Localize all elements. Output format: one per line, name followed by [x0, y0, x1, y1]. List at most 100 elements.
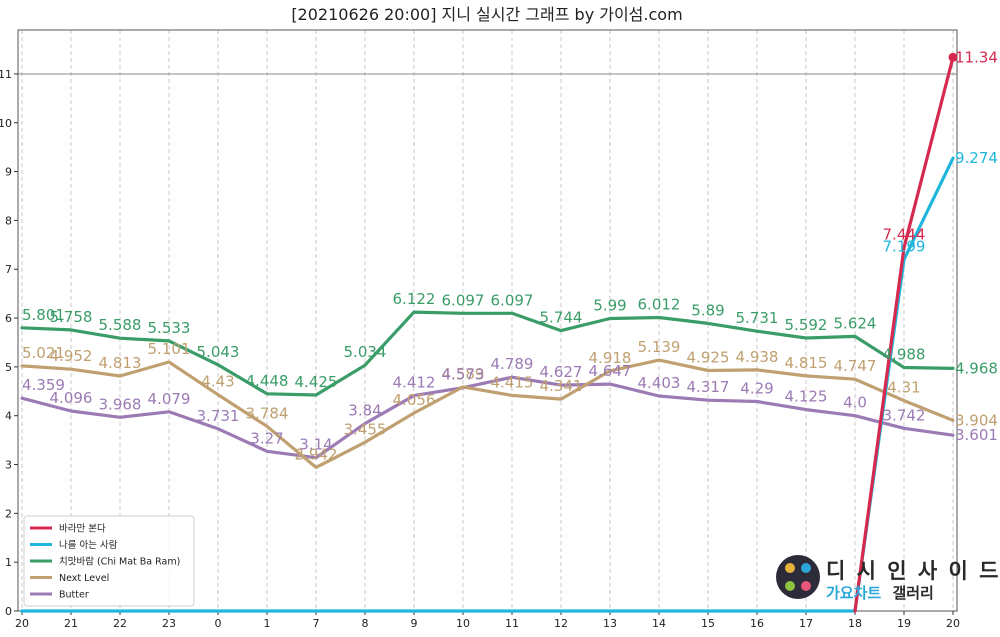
- data-label: 6.097: [491, 291, 534, 309]
- data-label: 4.448: [246, 372, 289, 390]
- series-line-0: [853, 55, 955, 613]
- y-tick-label: 4: [5, 410, 12, 423]
- series-line-2: [20, 310, 955, 397]
- data-label: 11.34: [955, 48, 998, 66]
- data-label: 3.14: [299, 436, 332, 454]
- y-tick-label: 7: [5, 263, 12, 276]
- legend-label: Next Level: [59, 573, 109, 584]
- data-label: 4.589: [442, 365, 485, 383]
- x-tick-label: 1: [264, 617, 271, 630]
- data-label: 5.139: [638, 338, 681, 356]
- watermark-logo-dot: [785, 581, 795, 591]
- data-label: 4.415: [491, 373, 534, 391]
- watermark-line2b: 갤러리: [892, 584, 933, 602]
- x-tick-label: 21: [64, 617, 78, 630]
- series-line-3: [20, 358, 955, 469]
- data-label: 3.784: [246, 404, 289, 422]
- x-tick-label: 10: [456, 617, 470, 630]
- series-endpoint-0: [948, 52, 958, 62]
- data-label: 4.627: [540, 363, 583, 381]
- y-tick-label: 0: [5, 605, 12, 618]
- data-label: 5.99: [593, 297, 626, 315]
- x-tick-label: 0: [215, 617, 222, 630]
- series-line-1: [20, 156, 955, 613]
- watermark-line1: 디 시 인 사 이 드: [826, 559, 1000, 583]
- data-label: 5.801: [22, 306, 65, 324]
- x-tick-label: 18: [848, 617, 862, 630]
- data-label: 4.573: [442, 366, 485, 384]
- y-tick-label: 8: [5, 214, 12, 227]
- y-tick-label: 6: [5, 312, 12, 325]
- x-tick-label: 11: [505, 617, 519, 630]
- data-label: 4.0: [843, 394, 867, 412]
- y-tick-label: 10: [0, 117, 12, 130]
- data-label: 5.034: [344, 343, 387, 361]
- series-line-4: [20, 375, 955, 460]
- data-label: 4.789: [491, 355, 534, 373]
- data-label: 4.079: [148, 390, 191, 408]
- data-label: 5.89: [691, 301, 724, 319]
- data-label: 4.43: [201, 373, 234, 391]
- data-label: 4.317: [687, 378, 730, 396]
- legend-label: 나를 아는 사람: [59, 539, 118, 551]
- data-label: 5.021: [22, 344, 65, 362]
- watermark-line2a: 가요차트: [826, 584, 881, 602]
- data-label: 6.012: [638, 295, 681, 313]
- data-label: 4.403: [638, 374, 681, 392]
- data-label: 4.096: [50, 389, 93, 407]
- data-label: 5.731: [736, 309, 779, 327]
- x-tick-label: 17: [799, 617, 813, 630]
- y-tick-label: 1: [5, 556, 12, 569]
- data-label: 6.122: [393, 290, 436, 308]
- data-label: 4.938: [736, 348, 779, 366]
- data-label: 4.988: [883, 345, 926, 363]
- watermark-logo-dot: [801, 563, 811, 573]
- data-label: 5.744: [540, 309, 583, 327]
- x-tick-label: 9: [411, 617, 418, 630]
- data-label: 4.056: [393, 391, 436, 409]
- x-tick-label: 20: [946, 617, 960, 630]
- data-label: 7.199: [883, 238, 926, 256]
- watermark-line2: 가요차트 갤러리: [826, 584, 934, 602]
- y-tick-label: 5: [5, 361, 12, 374]
- x-axis: 20 21 22 23 0 1 7 8 9 10 11 12 13 14 15 16 17 18 19 20: [15, 611, 960, 630]
- data-label: 3.742: [883, 406, 926, 424]
- data-label: 4.125: [785, 388, 828, 406]
- x-tick-label: 15: [701, 617, 715, 630]
- x-tick-label: 16: [750, 617, 764, 630]
- x-tick-label: 23: [162, 617, 176, 630]
- grid: [21, 30, 954, 611]
- data-label: 4.359: [22, 376, 65, 394]
- data-label: 5.588: [99, 316, 142, 334]
- data-label: 3.27: [250, 429, 283, 447]
- data-label: 5.533: [148, 319, 191, 337]
- x-tick-label: 12: [554, 617, 568, 630]
- data-label: 4.952: [50, 347, 93, 365]
- data-label: 3.904: [955, 411, 998, 429]
- data-label: 4.815: [785, 354, 828, 372]
- data-label: 4.647: [589, 362, 632, 380]
- x-tick-label: 14: [652, 617, 666, 630]
- watermark: 디 시 인 사 이 드 가요차트 갤러리: [776, 555, 1000, 602]
- y-axis: 0 1 2 3 4 5 6 7 8 9 10 11: [0, 68, 18, 618]
- data-label: 7.444: [883, 226, 926, 244]
- data-label: 5.043: [197, 343, 240, 361]
- legend-label: Butter: [59, 590, 89, 601]
- watermark-logo-dot: [801, 581, 811, 591]
- x-tick-label: 20: [15, 617, 29, 630]
- watermark-logo: [776, 555, 820, 599]
- y-tick-label: 11: [0, 68, 12, 81]
- x-tick-label: 7: [313, 617, 320, 630]
- legend-label: 바라만 본다: [59, 524, 106, 535]
- x-tick-label: 13: [603, 617, 617, 630]
- x-tick-label: 22: [113, 617, 127, 630]
- data-label: 9.274: [955, 149, 998, 167]
- data-label: 3.84: [348, 402, 381, 420]
- data-label: 4.925: [687, 349, 730, 367]
- data-label: 5.101: [148, 340, 191, 358]
- x-tick-label: 19: [897, 617, 911, 630]
- data-label: 4.918: [589, 349, 632, 367]
- series-group: [20, 52, 958, 613]
- data-label: 3.968: [99, 395, 142, 413]
- watermark-logo-dot: [785, 563, 795, 573]
